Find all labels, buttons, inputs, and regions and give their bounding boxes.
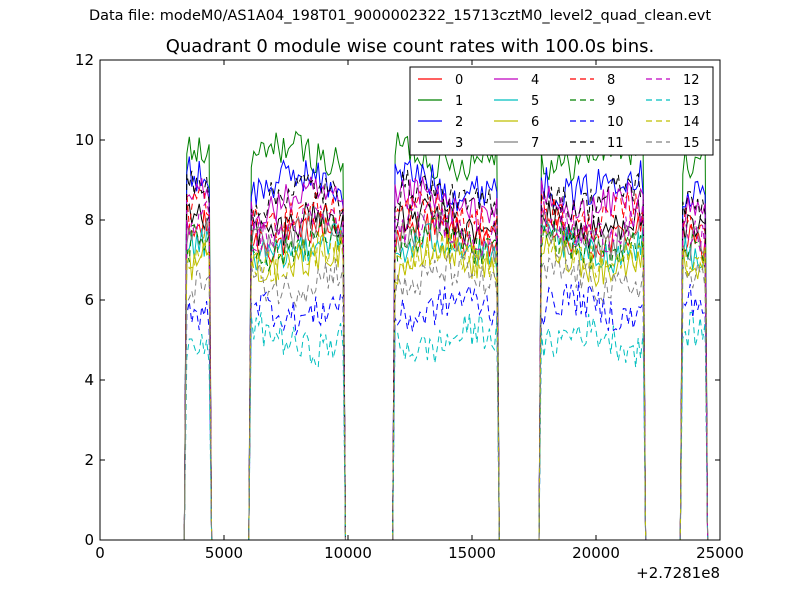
series-line-12 — [183, 200, 709, 541]
legend-label-9: 9 — [607, 94, 615, 109]
series-line-10 — [183, 281, 709, 541]
x-tick-label: 5000 — [205, 544, 243, 562]
x-offset-label: +2.7281e8 — [636, 564, 720, 582]
plot-lines — [183, 130, 709, 541]
y-tick-label: 8 — [84, 211, 94, 229]
legend-label-11: 11 — [607, 136, 624, 151]
chart-title: Quadrant 0 module wise count rates with … — [165, 36, 655, 57]
legend-label-14: 14 — [683, 115, 700, 130]
legend-label-2: 2 — [455, 115, 463, 130]
series-line-14 — [183, 229, 709, 541]
x-tick-label: 10000 — [324, 544, 372, 562]
series-line-4 — [183, 176, 709, 541]
legend-label-6: 6 — [531, 115, 539, 130]
legend-label-5: 5 — [531, 94, 539, 109]
y-tick-label: 4 — [84, 371, 94, 389]
series-line-5 — [183, 220, 709, 541]
x-tick-label: 25000 — [696, 544, 744, 562]
legend-label-0: 0 — [455, 73, 463, 88]
legend-label-8: 8 — [607, 73, 615, 88]
series-line-11 — [183, 169, 709, 541]
x-tick-label: 0 — [95, 544, 105, 562]
series-line-2 — [183, 156, 709, 541]
y-tick-label: 12 — [75, 51, 94, 69]
x-tick-label: 15000 — [448, 544, 496, 562]
figure-suptitle: Data file: modeM0/AS1A04_198T01_90000023… — [88, 8, 712, 24]
legend-label-10: 10 — [607, 115, 624, 130]
legend-label-15: 15 — [683, 136, 700, 151]
y-tick-label: 0 — [84, 531, 94, 549]
legend-label-12: 12 — [683, 73, 700, 88]
legend-label-13: 13 — [683, 94, 700, 109]
series-line-13 — [183, 311, 709, 541]
y-tick-label: 2 — [84, 451, 94, 469]
y-tick-label: 6 — [84, 291, 94, 309]
legend-box — [409, 66, 714, 156]
legend-label-7: 7 — [531, 136, 539, 151]
legend-label-1: 1 — [455, 94, 463, 109]
series-line-15 — [183, 252, 709, 541]
legend-label-3: 3 — [455, 136, 463, 151]
legend-label-4: 4 — [531, 73, 539, 88]
x-tick-label: 20000 — [572, 544, 620, 562]
y-tick-label: 10 — [75, 131, 94, 149]
